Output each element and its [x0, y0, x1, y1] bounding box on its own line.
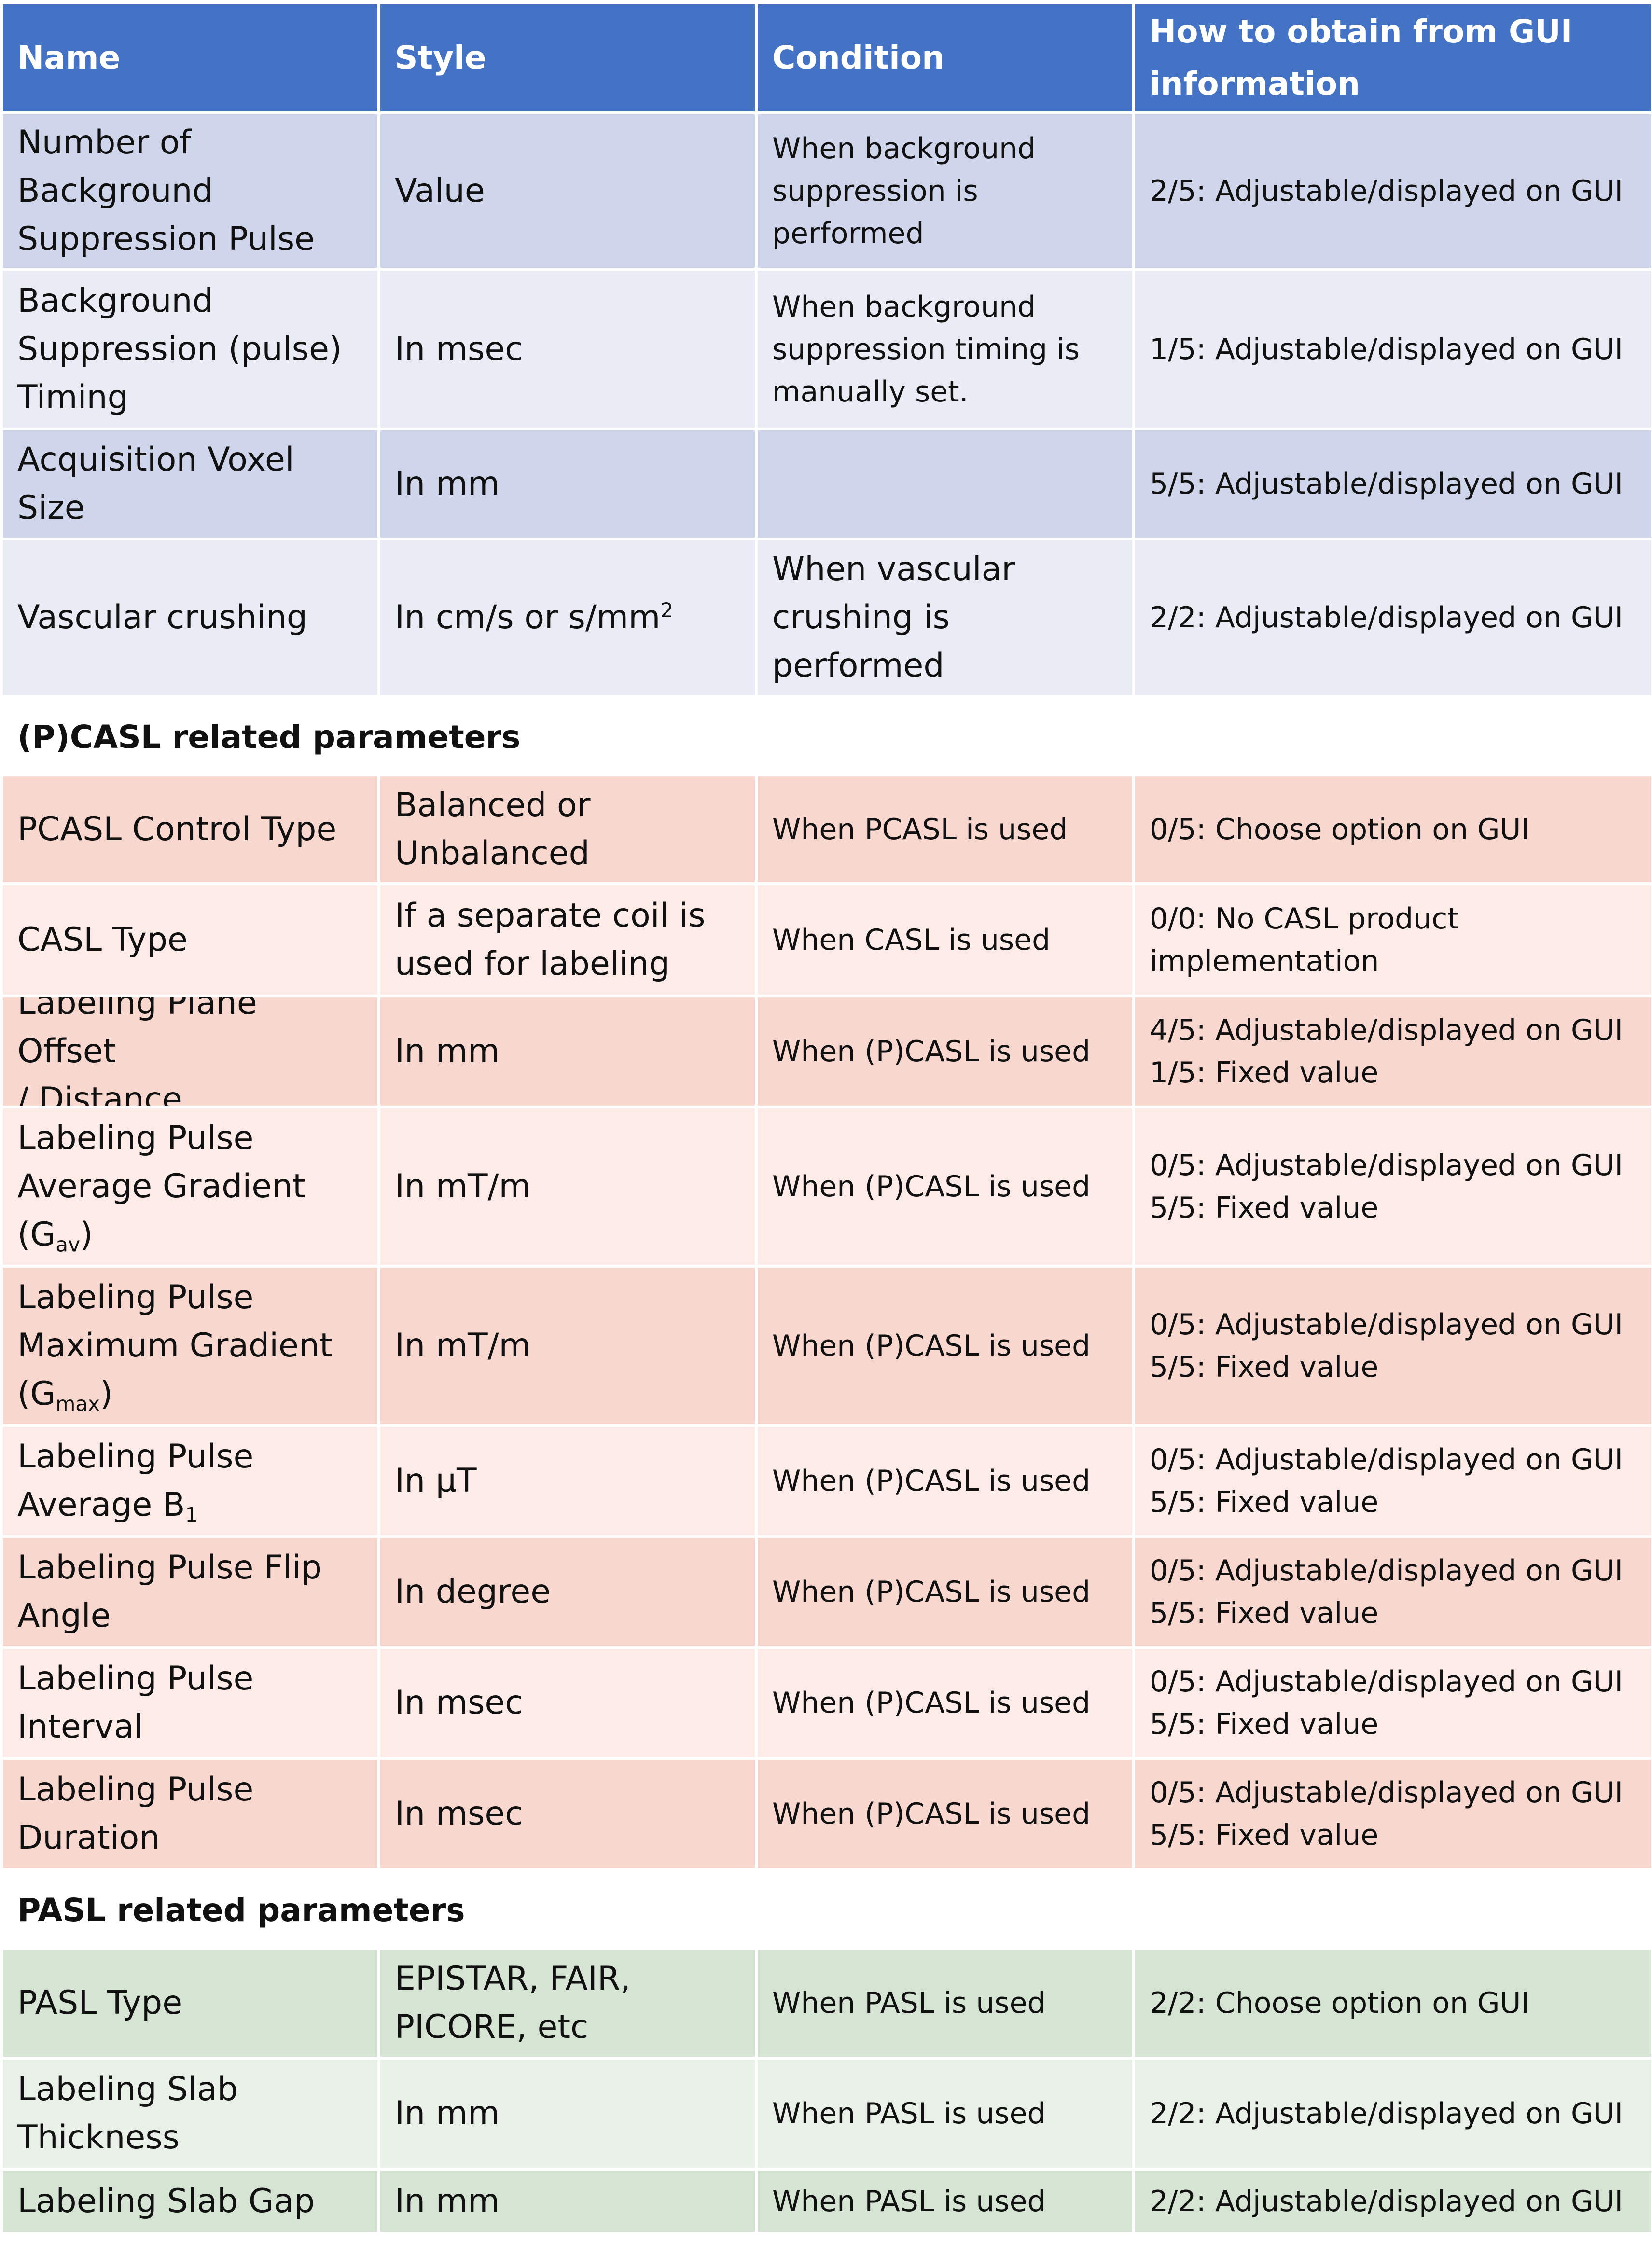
row-pulse-duration-style: In msec — [380, 1760, 755, 1868]
row-avg-gradient-how: 0/5: Adjustable/displayed on GUI 5/5: Fi… — [1135, 1108, 1651, 1265]
row-bs-timing-how: 1/5: Adjustable/displayed on GUI — [1135, 271, 1651, 428]
row-slab-gap-condition: When PASL is used — [758, 2171, 1132, 2232]
row-flip-angle-condition: When (P)CASL is used — [758, 1538, 1132, 1646]
row-slab-thickness-name: Labeling Slab Thickness — [3, 2060, 377, 2168]
row-bs-timing-style: In msec — [380, 271, 755, 428]
row-plane-offset-name: Labeling Plane Offset / Distance — [3, 997, 377, 1106]
row-avg-gradient-style: In mT/m — [380, 1108, 755, 1265]
row-pasl-type-condition: When PASL is used — [758, 1950, 1132, 2057]
row-avg-b1-name: Labeling Pulse Average B1 — [3, 1427, 377, 1535]
row-slab-gap-style: In mm — [380, 2171, 755, 2232]
row-pulse-interval-style: In msec — [380, 1649, 755, 1757]
row-bs-timing-name: Background Suppression (pulse) Timing — [3, 271, 377, 428]
row-casl-type-condition: When CASL is used — [758, 885, 1132, 995]
row-flip-angle-style: In degree — [380, 1538, 755, 1646]
header-name: Name — [3, 4, 377, 111]
row-casl-type-how: 0/0: No CASL product implementation — [1135, 885, 1651, 995]
row-max-gradient-condition: When (P)CASL is used — [758, 1268, 1132, 1424]
header-condition: Condition — [758, 4, 1132, 111]
header-style: Style — [380, 4, 755, 111]
row-avg-b1-how: 0/5: Adjustable/displayed on GUI 5/5: Fi… — [1135, 1427, 1651, 1535]
header-how: How to obtain from GUI information — [1135, 4, 1651, 111]
row-avg-b1-condition: When (P)CASL is used — [758, 1427, 1132, 1535]
row-pulse-interval-name: Labeling Pulse Interval — [3, 1649, 377, 1757]
row-slab-thickness-how: 2/2: Adjustable/displayed on GUI — [1135, 2060, 1651, 2168]
row-casl-type-name: CASL Type — [3, 885, 377, 995]
row-voxel-condition — [758, 430, 1132, 538]
row-slab-gap-name: Labeling Slab Gap — [3, 2171, 377, 2232]
row-pulse-duration-how: 0/5: Adjustable/displayed on GUI 5/5: Fi… — [1135, 1760, 1651, 1868]
row-crushing-condition: When vascular crushing is performed — [758, 540, 1132, 695]
row-pulse-interval-condition: When (P)CASL is used — [758, 1649, 1132, 1757]
row-slab-thickness-condition: When PASL is used — [758, 2060, 1132, 2168]
row-crushing-name: Vascular crushing — [3, 540, 377, 695]
row-avg-b1-style: In µT — [380, 1427, 755, 1535]
row-slab-thickness-style: In mm — [380, 2060, 755, 2168]
row-pcasl-control-style: Balanced or Unbalanced — [380, 776, 755, 882]
section-title-pasl: PASL related parameters — [3, 1871, 1651, 1950]
row-max-gradient-style: In mT/m — [380, 1268, 755, 1424]
row-voxel-style: In mm — [380, 430, 755, 538]
row-voxel-how: 5/5: Adjustable/displayed on GUI — [1135, 430, 1651, 538]
row-pcasl-control-how: 0/5: Choose option on GUI — [1135, 776, 1651, 882]
row-plane-offset-how: 4/5: Adjustable/displayed on GUI 1/5: Fi… — [1135, 997, 1651, 1106]
row-voxel-name: Acquisition Voxel Size — [3, 430, 377, 538]
row-max-gradient-name: Labeling Pulse Maximum Gradient (Gmax) — [3, 1268, 377, 1424]
row-pasl-type-name: PASL Type — [3, 1950, 377, 2057]
row-plane-offset-condition: When (P)CASL is used — [758, 997, 1132, 1106]
parameter-table: Name Style Condition How to obtain from … — [3, 4, 1651, 2235]
row-max-gradient-how: 0/5: Adjustable/displayed on GUI 5/5: Fi… — [1135, 1268, 1651, 1424]
row-bs-timing-condition: When background suppression timing is ma… — [758, 271, 1132, 428]
row-bs-pulse-condition: When background suppression is performed — [758, 114, 1132, 268]
row-avg-gradient-name: Labeling Pulse Average Gradient (Gav) — [3, 1108, 377, 1265]
row-pasl-type-style: EPISTAR, FAIR, PICORE, etc — [380, 1950, 755, 2057]
row-crushing-how: 2/2: Adjustable/displayed on GUI — [1135, 540, 1651, 695]
row-pulse-duration-condition: When (P)CASL is used — [758, 1760, 1132, 1868]
row-pcasl-control-name: PCASL Control Type — [3, 776, 377, 882]
row-pulse-interval-how: 0/5: Adjustable/displayed on GUI 5/5: Fi… — [1135, 1649, 1651, 1757]
section-title-pcasl: (P)CASL related parameters — [3, 698, 1651, 776]
row-pulse-duration-name: Labeling Pulse Duration — [3, 1760, 377, 1868]
row-avg-gradient-condition: When (P)CASL is used — [758, 1108, 1132, 1265]
row-casl-type-style: If a separate coil is used for labeling — [380, 885, 755, 995]
row-bs-pulse-how: 2/5: Adjustable/displayed on GUI — [1135, 114, 1651, 268]
row-flip-angle-name: Labeling Pulse Flip Angle — [3, 1538, 377, 1646]
row-crushing-style: In cm/s or s/mm2 — [380, 540, 755, 695]
row-slab-gap-how: 2/2: Adjustable/displayed on GUI — [1135, 2171, 1651, 2232]
row-bs-pulse-name: Number of Background Suppression Pulse — [3, 114, 377, 268]
row-flip-angle-how: 0/5: Adjustable/displayed on GUI 5/5: Fi… — [1135, 1538, 1651, 1646]
row-pasl-type-how: 2/2: Choose option on GUI — [1135, 1950, 1651, 2057]
row-bs-pulse-style: Value — [380, 114, 755, 268]
row-pcasl-control-condition: When PCASL is used — [758, 776, 1132, 882]
row-plane-offset-style: In mm — [380, 997, 755, 1106]
